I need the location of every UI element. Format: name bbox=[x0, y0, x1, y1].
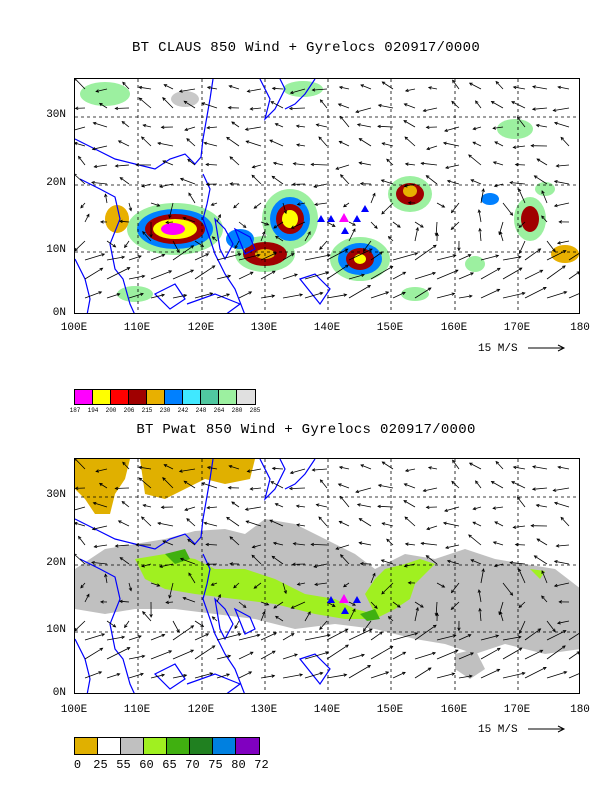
colorbar-swatch bbox=[147, 390, 165, 404]
top-ylabel-0n: 0N bbox=[52, 307, 66, 319]
colorbar-label: 187 bbox=[69, 407, 81, 414]
colorbar-swatch bbox=[165, 390, 183, 404]
top-xlabel-160e: 160E bbox=[440, 322, 468, 334]
bottom-ylabel-30n: 30N bbox=[46, 489, 66, 501]
bottom-xlabel-180: 180 bbox=[570, 704, 590, 716]
colorbar-label: 25 bbox=[93, 758, 108, 772]
reference-vector-label: 15 M/S bbox=[478, 724, 518, 736]
pwat-field bbox=[75, 459, 579, 679]
colorbar-swatch bbox=[144, 738, 167, 754]
bottom-xlabel-150e: 150E bbox=[376, 704, 404, 716]
gyre-triangle-icon bbox=[341, 607, 349, 614]
gyre-center-triangle-icon bbox=[339, 213, 349, 222]
colorbar-label: 248 bbox=[195, 407, 207, 414]
bottom-xlabel-130e: 130E bbox=[250, 704, 278, 716]
top-graticule bbox=[75, 79, 579, 313]
bottom-graticule bbox=[75, 459, 579, 693]
bottom-xlabel-170e: 170E bbox=[503, 704, 531, 716]
colorbar-label: 264 bbox=[213, 407, 225, 414]
bottom-xlabel-160e: 160E bbox=[440, 704, 468, 716]
colorbar-swatch bbox=[236, 738, 259, 754]
bottom-colorbar-labels: 0 25 55 60 65 70 75 80 72 bbox=[66, 758, 273, 772]
gyre-triangle-icon bbox=[317, 215, 325, 222]
colorbar-label: 215 bbox=[141, 407, 153, 414]
top-ylabel-20n: 20N bbox=[46, 177, 66, 189]
colorbar-swatch bbox=[237, 390, 255, 404]
bottom-wind-vectors bbox=[75, 459, 579, 679]
colorbar-swatch bbox=[111, 390, 129, 404]
bottom-xlabel-140e: 140E bbox=[313, 704, 341, 716]
colorbar-swatch bbox=[190, 738, 213, 754]
colorbar-label: 80 bbox=[231, 758, 246, 772]
reference-vector-label: 15 M/S bbox=[478, 343, 518, 355]
top-xlabel-150e: 150E bbox=[376, 322, 404, 334]
colorbar-label: 55 bbox=[116, 758, 131, 772]
bottom-reference-vector: 15 M/S bbox=[478, 724, 568, 736]
colorbar-label: 242 bbox=[177, 407, 189, 414]
colorbar-label: 70 bbox=[185, 758, 200, 772]
bottom-ylabel-10n: 10N bbox=[46, 624, 66, 636]
colorbar-label: 65 bbox=[162, 758, 177, 772]
reference-arrow-icon bbox=[528, 344, 566, 352]
top-colorbar bbox=[74, 389, 256, 405]
cloud-field bbox=[80, 81, 579, 302]
reference-arrow-icon bbox=[528, 725, 566, 733]
colorbar-swatch bbox=[213, 738, 236, 754]
bottom-map-title: BT Pwat 850 Wind + Gyrelocs 020917/0000 bbox=[136, 422, 476, 438]
colorbar-label: 230 bbox=[159, 407, 171, 414]
colorbar-swatch bbox=[219, 390, 237, 404]
colorbar-label: 285 bbox=[249, 407, 261, 414]
colorbar-label: 75 bbox=[208, 758, 223, 772]
gyre-triangle-icon bbox=[341, 227, 349, 234]
bottom-colorbar bbox=[74, 737, 260, 755]
top-xlabel-180: 180 bbox=[570, 322, 590, 334]
bottom-gyre-markers bbox=[327, 594, 361, 614]
gyre-center-triangle-icon bbox=[339, 594, 349, 603]
colorbar-label: 206 bbox=[123, 407, 135, 414]
bottom-map-panel bbox=[74, 458, 580, 694]
top-xlabel-110e: 110E bbox=[123, 322, 151, 334]
gyre-triangle-icon bbox=[353, 596, 361, 603]
top-xlabel-120e: 120E bbox=[187, 322, 215, 334]
gyre-triangle-icon bbox=[327, 215, 335, 222]
colorbar-label: 194 bbox=[87, 407, 99, 414]
colorbar-label: 72 bbox=[254, 758, 269, 772]
colorbar-label: 0 bbox=[73, 758, 82, 772]
top-coastline bbox=[75, 79, 331, 313]
colorbar-swatch bbox=[98, 738, 121, 754]
gyre-triangle-icon bbox=[353, 215, 361, 222]
top-wind-vectors bbox=[75, 79, 579, 299]
gyre-triangle-icon bbox=[361, 205, 369, 212]
bottom-ylabel-0n: 0N bbox=[52, 687, 66, 699]
gyre-triangle-icon bbox=[327, 596, 335, 603]
colorbar-swatch bbox=[75, 738, 98, 754]
top-xlabel-100e: 100E bbox=[60, 322, 88, 334]
top-map-title: BT CLAUS 850 Wind + Gyrelocs 020917/0000 bbox=[131, 40, 481, 56]
top-ylabel-10n: 10N bbox=[46, 244, 66, 256]
top-reference-vector: 15 M/S bbox=[478, 343, 568, 355]
top-xlabel-130e: 130E bbox=[250, 322, 278, 334]
colorbar-swatch bbox=[201, 390, 219, 404]
top-map-canvas bbox=[75, 79, 579, 313]
bottom-xlabel-110e: 110E bbox=[123, 704, 151, 716]
colorbar-swatch bbox=[121, 738, 144, 754]
colorbar-swatch bbox=[75, 390, 93, 404]
bottom-map-canvas bbox=[75, 459, 579, 693]
bottom-ylabel-20n: 20N bbox=[46, 557, 66, 569]
colorbar-label: 200 bbox=[105, 407, 117, 414]
top-xlabel-170e: 170E bbox=[503, 322, 531, 334]
top-xlabel-140e: 140E bbox=[313, 322, 341, 334]
colorbar-label: 60 bbox=[139, 758, 154, 772]
colorbar-swatch bbox=[93, 390, 111, 404]
top-colorbar-labels: 187 194 200 206 215 230 242 248 264 280 285 bbox=[66, 407, 264, 414]
top-ylabel-30n: 30N bbox=[46, 109, 66, 121]
colorbar-label: 280 bbox=[231, 407, 243, 414]
colorbar-swatch bbox=[167, 738, 190, 754]
top-gyre-markers bbox=[317, 205, 369, 234]
bottom-xlabel-100e: 100E bbox=[60, 704, 88, 716]
colorbar-swatch bbox=[183, 390, 201, 404]
bottom-xlabel-120e: 120E bbox=[187, 704, 215, 716]
top-map-panel bbox=[74, 78, 580, 314]
colorbar-swatch bbox=[129, 390, 147, 404]
